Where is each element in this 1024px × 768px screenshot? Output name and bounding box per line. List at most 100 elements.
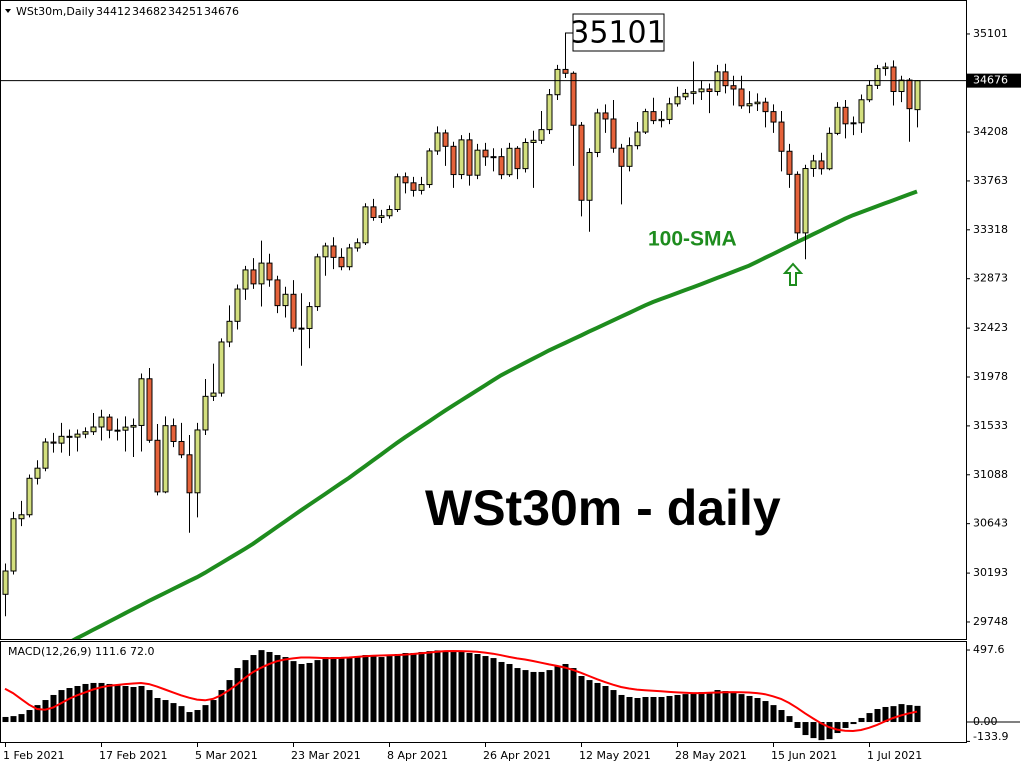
candle-body: [898, 79, 905, 93]
macd-bar: [666, 695, 673, 723]
candle-body: [594, 112, 601, 153]
candle-body: [554, 68, 561, 96]
candle-body: [914, 80, 921, 111]
macd-bar: [434, 650, 441, 723]
y-tick-label: 31533: [973, 419, 1008, 432]
macd-bar: [858, 717, 865, 723]
header-close: 34676: [204, 5, 239, 18]
y-tick-label: 34208: [973, 125, 1008, 138]
candle-body: [274, 279, 281, 307]
macd-bar: [674, 694, 681, 723]
candle-body: [850, 122, 857, 125]
candle-body: [242, 269, 249, 290]
macd-bar: [810, 722, 817, 739]
macd-bar: [786, 716, 793, 723]
x-tick-label: 1 Jul 2021: [867, 749, 922, 762]
candle-body: [786, 150, 793, 175]
candle-body: [74, 433, 81, 438]
macd-bar: [50, 694, 57, 723]
candle-body: [122, 426, 129, 431]
macd-bar: [122, 685, 129, 723]
macd-bar: [314, 660, 321, 723]
candle-body: [178, 440, 185, 456]
dropdown-icon[interactable]: [5, 9, 11, 13]
macd-bar: [242, 660, 249, 723]
candle-body: [450, 145, 457, 176]
y-tick-label: 31978: [973, 370, 1008, 383]
macd-plot: [2, 649, 921, 741]
macd-bar: [378, 657, 385, 723]
macd-bar: [890, 706, 897, 723]
symbol: WSt30m,Daily: [16, 5, 95, 18]
macd-bar: [714, 690, 721, 723]
macd-bar: [682, 694, 689, 723]
candle-body: [754, 101, 761, 105]
macd-bar: [26, 710, 33, 723]
candle-body: [562, 68, 569, 74]
macd-bar: [42, 700, 49, 723]
macd-bar: [658, 696, 665, 723]
macd-bar: [106, 683, 113, 723]
candle-body: [234, 288, 241, 322]
candle-body: [826, 132, 833, 170]
macd-bar: [842, 722, 849, 728]
candle-body: [170, 425, 177, 442]
candle-body: [282, 293, 289, 307]
x-tick-label: 26 Apr 2021: [483, 749, 551, 762]
candle-body: [618, 147, 625, 167]
candle-body: [306, 306, 313, 329]
candle-body: [34, 467, 41, 479]
macd-bar: [250, 655, 257, 723]
candle-body: [146, 378, 153, 441]
macd-bar: [138, 685, 145, 723]
macd-bar: [442, 650, 449, 723]
candle-body: [290, 293, 297, 329]
candle-body: [298, 327, 305, 330]
candle-body: [770, 111, 777, 123]
candle-body: [730, 85, 737, 90]
macd-bar: [698, 692, 705, 723]
sma-label: 100-SMA: [648, 228, 737, 251]
x-tick-label: 8 Apr 2021: [387, 749, 448, 762]
current-price-label: 34676: [973, 74, 1008, 87]
macd-bar: [770, 705, 777, 723]
main-frame: [0, 0, 967, 640]
candle-body: [458, 139, 465, 176]
x-tick-label: 23 Mar 2021: [291, 749, 361, 762]
macd-bar: [386, 656, 393, 723]
macd-bar: [754, 698, 761, 723]
y-tick-label: 0.00: [973, 715, 998, 728]
candle-body: [202, 395, 209, 431]
candle-body: [474, 149, 481, 176]
macd-bar: [10, 716, 17, 723]
macd-bar: [306, 662, 313, 723]
macd-bar: [202, 705, 209, 723]
header-low: 34251: [168, 5, 203, 18]
macd-bar: [2, 716, 9, 723]
candle-body: [530, 139, 537, 143]
candle-body: [434, 132, 441, 152]
candle-body: [858, 99, 865, 124]
macd-bar: [818, 722, 825, 741]
macd-bar: [498, 661, 505, 723]
candle-body: [218, 341, 225, 394]
macd-bar: [610, 690, 617, 723]
macd-bar: [74, 685, 81, 723]
candle-body: [874, 68, 881, 86]
y-tick-label: 32873: [973, 272, 1008, 285]
macd-bar: [402, 652, 409, 723]
candle-body: [362, 206, 369, 244]
candle-body: [658, 118, 665, 122]
candle-body: [354, 242, 361, 249]
macd-bar: [850, 722, 857, 725]
candle-body: [66, 435, 73, 438]
candle-body: [810, 160, 817, 170]
candle-body: [610, 118, 617, 149]
macd-bar: [474, 654, 481, 723]
macd-bar: [586, 680, 593, 723]
macd-bar: [98, 682, 105, 723]
macd-bar: [522, 670, 529, 723]
candle-body: [98, 416, 105, 428]
macd-bar: [874, 709, 881, 723]
